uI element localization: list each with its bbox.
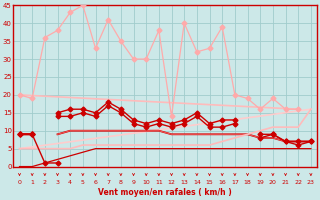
X-axis label: Vent moyen/en rafales ( km/h ): Vent moyen/en rafales ( km/h ) <box>98 188 232 197</box>
